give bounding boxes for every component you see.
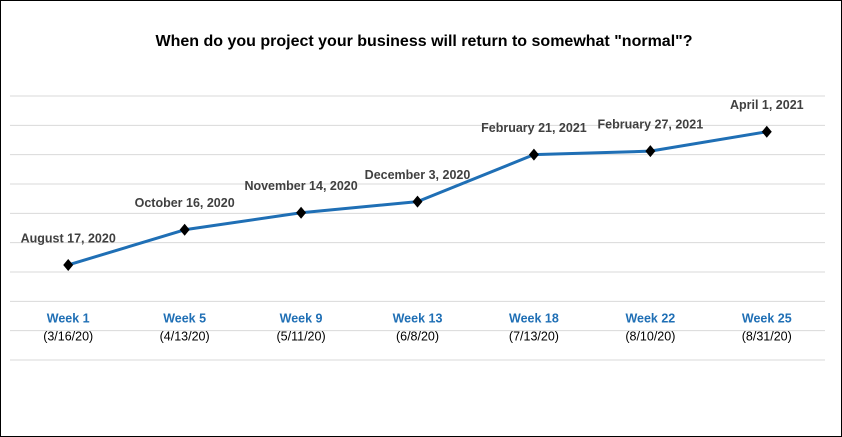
marker [179,223,190,236]
x-tick-date: (7/13/20) [509,329,559,343]
x-tick-date: (5/11/20) [277,329,326,343]
x-tick-date: (8/31/20) [742,329,792,343]
marker [528,148,539,161]
marker [63,258,74,271]
x-tick-label: Week 1 [47,311,90,325]
data-label: August 17, 2020 [21,231,116,245]
data-label: December 3, 2020 [365,168,471,182]
x-tick-date: (6/8/20) [396,329,439,343]
data-label: November 14, 2020 [244,179,357,193]
data-label: February 21, 2021 [481,121,587,135]
data-label: October 16, 2020 [135,196,235,210]
x-tick-date: (3/16/20) [43,329,93,343]
marker [296,206,307,219]
data-label: February 27, 2021 [598,117,704,131]
x-tick-label: Week 18 [509,311,559,325]
x-tick-label: Week 9 [280,311,323,325]
data-label: April 1, 2021 [730,98,804,112]
x-tick-label: Week 22 [625,311,675,325]
x-tick-label: Week 5 [163,311,206,325]
x-tick-date: (4/13/20) [160,329,210,343]
x-tick-date: (8/10/20) [625,329,675,343]
marker [645,145,656,158]
chart-title: When do you project your business will r… [155,33,692,50]
marker [412,195,423,208]
marker [761,125,772,138]
x-tick-label: Week 25 [742,311,792,325]
x-tick-label: Week 13 [393,311,443,325]
